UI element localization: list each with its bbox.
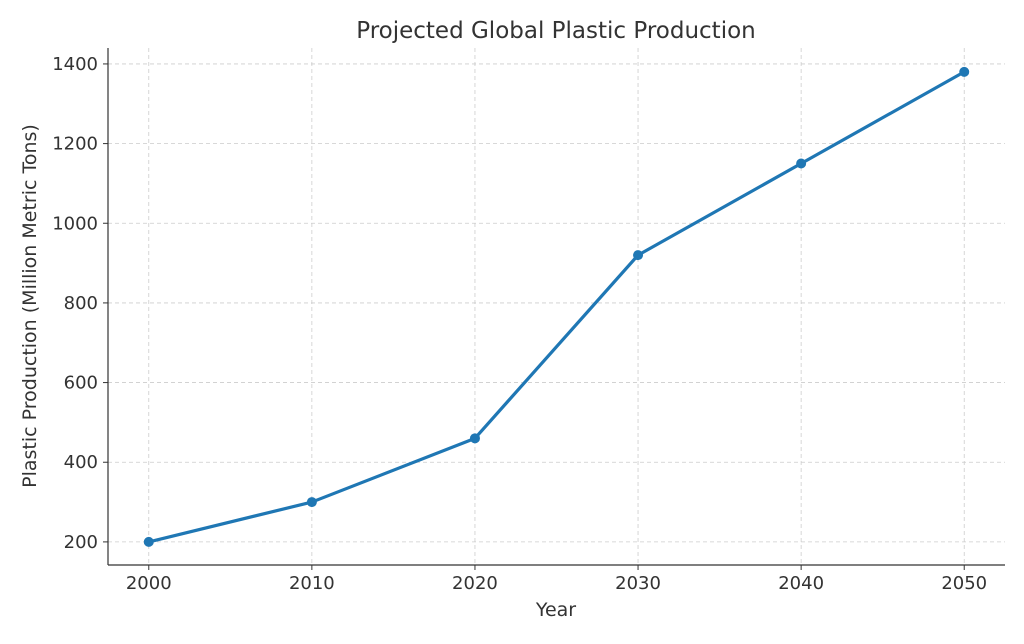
x-tick-label: 2000 — [126, 573, 172, 594]
data-point — [959, 66, 970, 77]
chart-title: Projected Global Plastic Production — [356, 18, 756, 44]
data-point — [796, 158, 807, 169]
x-axis-label: Year — [535, 599, 576, 621]
axes — [103, 48, 1005, 570]
data-point — [143, 536, 154, 547]
x-tick-label: 2020 — [452, 573, 498, 594]
y-tick-label: 1400 — [52, 54, 98, 75]
y-axis-label: Plastic Production (Million Metric Tons) — [19, 124, 41, 488]
y-tick-label: 600 — [64, 373, 98, 394]
x-tick-label: 2030 — [615, 573, 661, 594]
x-tick-label: 2010 — [289, 573, 335, 594]
series — [143, 66, 970, 547]
y-tick-label: 200 — [64, 532, 98, 553]
y-tick-label: 800 — [64, 293, 98, 314]
data-point — [306, 497, 317, 508]
grid — [108, 48, 1005, 565]
x-tick-label: 2050 — [941, 573, 987, 594]
data-point — [469, 433, 480, 444]
data-point — [633, 250, 644, 261]
y-tick-label: 400 — [64, 452, 98, 473]
tick-labels: 2000 2010 2020 2030 2040 2050 200 400 600 800 1000… — [52, 54, 987, 594]
y-tick-label: 1200 — [52, 134, 98, 155]
x-tick-label: 2040 — [778, 573, 824, 594]
series-line — [148, 70, 966, 544]
y-tick-label: 1000 — [52, 213, 98, 234]
